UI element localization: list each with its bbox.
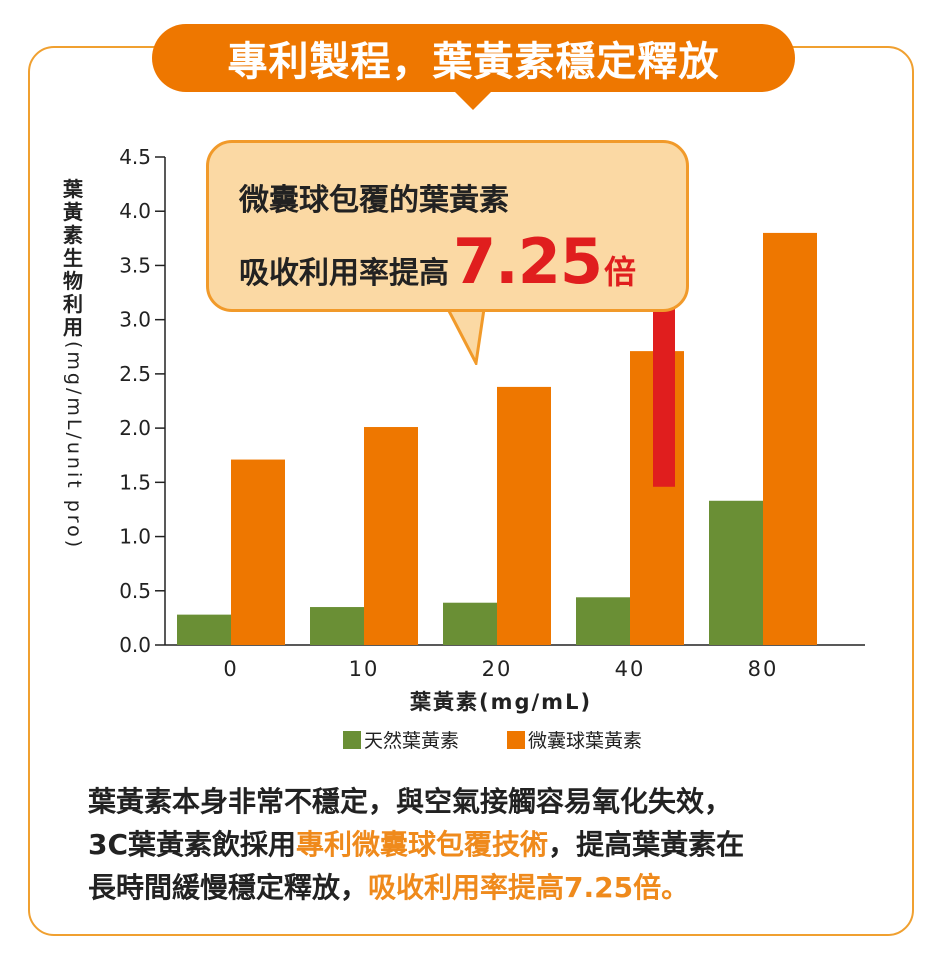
x-tick-label: 0	[223, 657, 238, 681]
legend-item-micro: 微囊球葉黃素	[507, 726, 642, 753]
title-text: 專利製程，葉黃素穩定釋放	[227, 39, 720, 85]
y-tick-label: 1.0	[119, 525, 151, 549]
y-axis-unit: (mg/mL/unit pro)	[62, 341, 85, 551]
paragraph-line-3: 長時間緩慢穩定釋放，吸收利用率提高7.25倍。	[88, 866, 888, 909]
callout-number: 7.25	[453, 225, 603, 298]
y-tick-label: 0.0	[119, 633, 151, 657]
bar-micro-0	[231, 459, 285, 645]
y-axis-label-char: 黃	[63, 200, 83, 224]
x-axis-label: 葉黃素(mg/mL)	[410, 690, 593, 714]
bar-micro-80	[763, 232, 817, 645]
title-banner: 專利製程，葉黃素穩定釋放	[152, 24, 795, 92]
y-tick-label: 4.0	[119, 199, 151, 223]
paragraph-highlight-technology: 專利微囊球包覆技術	[296, 828, 549, 861]
y-axis-label-char: 用	[63, 315, 83, 339]
callout-bubble: 微囊球包覆的葉黃素 吸收利用率提高 7.25 倍	[206, 140, 689, 312]
bar-natural-80	[709, 500, 763, 645]
bar-natural-40	[576, 597, 630, 645]
paragraph-highlight-absorption: 吸收利用率提高7.25倍。	[368, 871, 690, 904]
y-tick-label: 0.5	[119, 579, 151, 603]
y-axis-label: 葉黃素生物利用 (mg/mL/unit pro)	[60, 177, 86, 551]
callout-line-1: 微囊球包覆的葉黃素	[239, 183, 509, 218]
legend-label-micro: 微囊球葉黃素	[528, 730, 643, 752]
y-tick-label: 2.0	[119, 416, 151, 440]
up-arrow-icon-shaft	[653, 280, 675, 487]
callout-tail	[446, 305, 486, 365]
x-tick-label: 20	[482, 657, 513, 681]
legend-item-natural: 天然葉黃素	[343, 726, 459, 753]
callout-line-2-prefix: 吸收利用率提高	[239, 256, 449, 291]
x-tick-label: 10	[349, 657, 380, 681]
y-axis-label-char: 物	[63, 269, 83, 293]
callout-line-2: 吸收利用率提高 7.25 倍	[239, 225, 636, 298]
legend-label-natural: 天然葉黃素	[364, 730, 460, 752]
bar-natural-20	[443, 602, 497, 645]
y-axis-label-char: 葉	[63, 177, 83, 201]
y-axis-label-char: 生	[63, 246, 83, 270]
bar-micro-20	[497, 386, 551, 645]
legend-swatch-micro	[507, 730, 526, 749]
y-tick-label: 1.5	[119, 470, 151, 494]
bar-micro-10	[364, 427, 418, 645]
legend-swatch-natural	[343, 730, 361, 749]
paragraph-line-2-a: 3C葉黃素飲採用	[88, 828, 297, 861]
y-tick-label: 4.5	[119, 145, 151, 169]
paragraph-line-1: 葉黃素本身非常不穩定，與空氣接觸容易氧化失效，	[88, 785, 733, 818]
description-paragraph: 葉黃素本身非常不穩定，與空氣接觸容易氧化失效， 3C葉黃素飲採用專利微囊球包覆技…	[88, 780, 888, 909]
bar-natural-0	[177, 614, 231, 645]
y-axis-label-char: 利	[63, 292, 83, 316]
y-tick-label: 3.5	[119, 253, 151, 277]
paragraph-line-3-a: 長時間緩慢穩定釋放，	[88, 871, 369, 904]
legend: 天然葉黃素 微囊球葉黃素	[343, 726, 642, 753]
paragraph-line-2-c: ，提高葉黃素在	[548, 828, 745, 861]
title-banner-tail	[453, 90, 493, 110]
bar-natural-10	[310, 607, 364, 645]
y-tick-label: 2.5	[119, 362, 151, 386]
paragraph-line-2: 3C葉黃素飲採用專利微囊球包覆技術，提高葉黃素在	[88, 823, 888, 866]
y-axis-label-char: 素	[63, 223, 83, 247]
x-tick-label: 40	[615, 657, 646, 681]
x-tick-label: 80	[748, 657, 779, 681]
callout-suffix: 倍	[603, 253, 636, 291]
y-tick-label: 3.0	[119, 308, 151, 332]
